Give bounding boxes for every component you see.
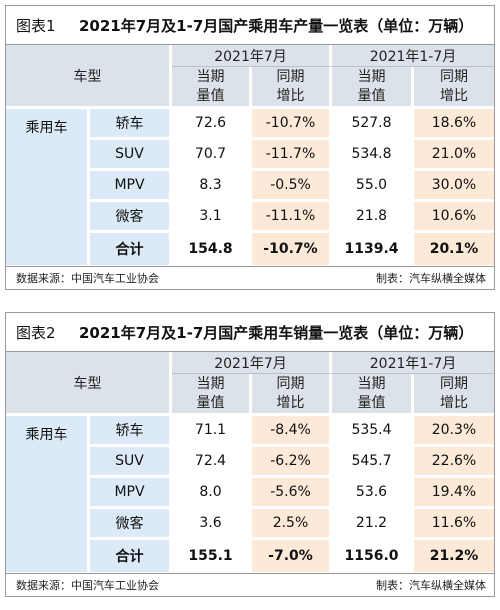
total-cum-yoy: 21.2% (414, 540, 494, 572)
period-a-header: 2021年7月 (172, 352, 332, 374)
model-type-cell: 微客 (90, 202, 172, 233)
table-row: SUV 70.7 -11.7% 534.8 21.0% (6, 140, 494, 171)
table-row: 微客 3.6 2.5% 21.2 11.6% (6, 509, 494, 540)
table-row: 乘用车 轿车 72.6 -10.7% 527.8 18.6% (6, 109, 494, 233)
col-header-cum-value: 当期 量值 (332, 67, 414, 109)
month-yoy-cell: -8.4% (252, 416, 332, 447)
cum-value-cell: 534.8 (332, 140, 414, 171)
cum-yoy-cell: 20.3% (414, 416, 494, 447)
total-month-value: 154.8 (172, 233, 252, 265)
month-value-cell: 71.1 (172, 416, 252, 447)
figure-label: 图表2 (16, 324, 56, 342)
month-value-cell: 72.6 (172, 109, 252, 140)
cum-yoy-cell: 11.6% (414, 509, 494, 540)
category-cell: 乘用车 (6, 416, 90, 540)
production-table: 车型 2021年7月 2021年1-7月 当期 量值 同期 增比 当期 量值 同期 增比… (6, 45, 494, 265)
col-header-cum-yoy: 同期 增比 (414, 374, 494, 416)
total-label: 合计 (90, 233, 172, 265)
cum-value-cell: 545.7 (332, 447, 414, 478)
period-a-header: 2021年7月 (172, 45, 332, 67)
total-cum-value: 1139.4 (332, 233, 414, 265)
cum-yoy-cell: 22.6% (414, 447, 494, 478)
month-value-cell: 3.1 (172, 202, 252, 233)
month-value-cell: 8.0 (172, 478, 252, 509)
col-header-month-value: 当期 量值 (172, 67, 252, 109)
table-row: MPV 8.0 -5.6% 53.6 19.4% (6, 478, 494, 509)
total-label: 合计 (90, 540, 172, 572)
cum-yoy-cell: 30.0% (414, 171, 494, 202)
cum-yoy-cell: 19.4% (414, 478, 494, 509)
table-row: 微客 3.1 -11.1% 21.8 10.6% (6, 202, 494, 233)
col-header-month-value: 当期 量值 (172, 374, 252, 416)
model-header: 车型 (6, 352, 172, 416)
total-month-value: 155.1 (172, 540, 252, 572)
data-source: 数据来源：中国汽车工业协会 (16, 579, 159, 592)
total-month-yoy: -10.7% (252, 233, 332, 265)
total-spacer (6, 233, 90, 265)
month-yoy-cell: -5.6% (252, 478, 332, 509)
cum-value-cell: 527.8 (332, 109, 414, 140)
month-yoy-cell: -0.5% (252, 171, 332, 202)
model-type-cell: SUV (90, 140, 172, 171)
table-maker: 制表：汽车纵横全媒体 (376, 579, 486, 592)
month-yoy-cell: 2.5% (252, 509, 332, 540)
total-row: 合计 154.8 -10.7% 1139.4 20.1% (6, 233, 494, 265)
table-row: 乘用车 轿车 71.1 -8.4% 535.4 20.3% (6, 416, 494, 540)
month-yoy-cell: -6.2% (252, 447, 332, 478)
table-title: 2021年7月及1-7月国产乘用车销量一览表（单位：万辆） (79, 324, 474, 342)
total-cum-value: 1156.0 (332, 540, 414, 572)
cum-value-cell: 21.2 (332, 509, 414, 540)
period-b-header: 2021年1-7月 (332, 352, 494, 374)
cum-value-cell: 21.8 (332, 202, 414, 233)
table-maker: 制表：汽车纵横全媒体 (376, 272, 486, 285)
model-type-cell: MPV (90, 171, 172, 202)
table-row: SUV 72.4 -6.2% 545.7 22.6% (6, 447, 494, 478)
model-type-cell: 微客 (90, 509, 172, 540)
model-type-cell: SUV (90, 447, 172, 478)
month-yoy-cell: -11.1% (252, 202, 332, 233)
table-title-bar: 图表1 2021年7月及1-7月国产乘用车产量一览表（单位：万辆） (6, 6, 494, 45)
table-title-bar: 图表2 2021年7月及1-7月国产乘用车销量一览表（单位：万辆） (6, 313, 494, 352)
table-footer: 数据来源：中国汽车工业协会 制表：汽车纵横全媒体 (6, 266, 494, 289)
month-value-cell: 8.3 (172, 171, 252, 202)
cum-yoy-cell: 18.6% (414, 109, 494, 140)
production-table-panel: 图表1 2021年7月及1-7月国产乘用车产量一览表（单位：万辆） 车型 202… (5, 5, 495, 290)
month-yoy-cell: -11.7% (252, 140, 332, 171)
total-cum-yoy: 20.1% (414, 233, 494, 265)
cum-yoy-cell: 21.0% (414, 140, 494, 171)
total-row: 合计 155.1 -7.0% 1156.0 21.2% (6, 540, 494, 572)
sales-table: 车型 2021年7月 2021年1-7月 当期 量值 同期 增比 当期 量值 同期 增比… (6, 352, 494, 572)
figure-label: 图表1 (16, 17, 56, 35)
col-header-month-yoy: 同期 增比 (252, 374, 332, 416)
model-type-cell: 轿车 (90, 416, 172, 447)
month-value-cell: 3.6 (172, 509, 252, 540)
cum-value-cell: 53.6 (332, 478, 414, 509)
period-b-header: 2021年1-7月 (332, 45, 494, 67)
col-header-cum-yoy: 同期 增比 (414, 67, 494, 109)
table-title: 2021年7月及1-7月国产乘用车产量一览表（单位：万辆） (79, 17, 474, 35)
cum-yoy-cell: 10.6% (414, 202, 494, 233)
cum-value-cell: 535.4 (332, 416, 414, 447)
model-type-cell: 轿车 (90, 109, 172, 140)
col-header-month-yoy: 同期 增比 (252, 67, 332, 109)
col-header-cum-value: 当期 量值 (332, 374, 414, 416)
total-month-yoy: -7.0% (252, 540, 332, 572)
data-source: 数据来源：中国汽车工业协会 (16, 272, 159, 285)
month-value-cell: 72.4 (172, 447, 252, 478)
month-yoy-cell: -10.7% (252, 109, 332, 140)
total-spacer (6, 540, 90, 572)
month-value-cell: 70.7 (172, 140, 252, 171)
model-type-cell: MPV (90, 478, 172, 509)
model-header: 车型 (6, 45, 172, 109)
category-cell: 乘用车 (6, 109, 90, 233)
sales-table-panel: 图表2 2021年7月及1-7月国产乘用车销量一览表（单位：万辆） 车型 202… (5, 312, 495, 597)
table-row: MPV 8.3 -0.5% 55.0 30.0% (6, 171, 494, 202)
table-footer: 数据来源：中国汽车工业协会 制表：汽车纵横全媒体 (6, 573, 494, 596)
cum-value-cell: 55.0 (332, 171, 414, 202)
